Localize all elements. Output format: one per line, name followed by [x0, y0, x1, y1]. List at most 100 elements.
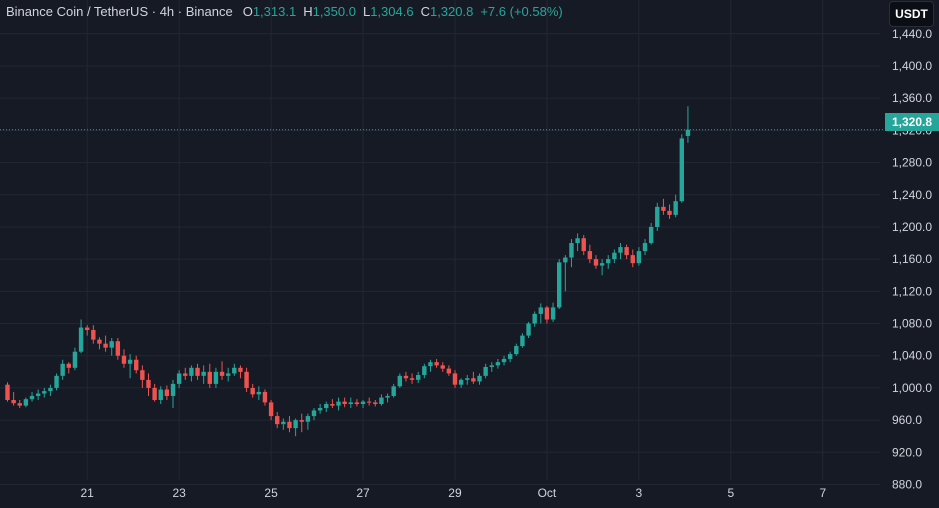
candle-body	[170, 383, 176, 396]
candle-body	[581, 238, 586, 252]
close-value: 1,320.8	[429, 4, 474, 19]
y-tick-label: 1,240.0	[892, 188, 932, 202]
y-tick-label: 920.0	[892, 445, 922, 459]
candle-body	[140, 370, 145, 380]
interval-label[interactable]: 4h	[159, 4, 175, 19]
candle-body	[385, 395, 390, 398]
candle-body	[428, 362, 433, 367]
candle-body	[471, 378, 476, 382]
candle-body	[673, 201, 678, 215]
x-tick-label: 21	[81, 486, 95, 500]
x-tick-label: 23	[172, 486, 186, 500]
candle-body	[477, 375, 482, 382]
candle-body	[281, 421, 286, 425]
candle-body	[11, 399, 16, 404]
candle-body	[219, 371, 225, 376]
candle-body	[275, 416, 280, 425]
close-label: C	[420, 4, 430, 19]
low-label: L	[362, 4, 371, 19]
candle-body	[452, 373, 458, 385]
candle-body	[42, 391, 47, 394]
candle-body	[501, 358, 507, 363]
candle-body	[526, 323, 531, 336]
candle-body	[483, 366, 488, 376]
symbol-legend: Binance Coin / TetherUS · 4h · Binance O…	[6, 4, 563, 19]
candle-body	[176, 373, 182, 384]
candle-body	[514, 346, 519, 355]
exchange-label: Binance	[185, 4, 233, 19]
candle-body	[618, 247, 623, 253]
candle-body	[416, 375, 421, 380]
candle-body	[434, 362, 439, 366]
candle-body	[207, 371, 212, 384]
y-tick-label: 1,080.0	[892, 317, 932, 331]
high-label: H	[303, 4, 313, 19]
candle-body	[17, 403, 22, 406]
candle-body	[379, 397, 384, 405]
candle-body	[268, 402, 274, 417]
candle-body	[612, 252, 617, 260]
candle-body	[587, 251, 593, 260]
candle-body	[360, 401, 366, 405]
candle-body	[557, 262, 562, 308]
candle-body	[48, 387, 53, 392]
x-tick-label: 5	[727, 486, 734, 500]
candle-body	[636, 251, 642, 264]
candle-body	[91, 329, 96, 340]
candle-body	[299, 420, 304, 422]
change-value: +7.6 (+0.58%)	[480, 4, 563, 19]
y-tick-label: 1,120.0	[892, 284, 932, 298]
candle-body	[262, 391, 268, 403]
candle-body	[624, 247, 629, 256]
x-tick-label: 27	[356, 486, 370, 500]
candle-body	[550, 307, 556, 320]
candle-body	[489, 365, 494, 367]
symbol-name[interactable]: Binance Coin / TetherUS	[6, 4, 149, 19]
y-tick-label: 1,400.0	[892, 59, 932, 73]
candle-body	[532, 313, 537, 324]
candle-body	[348, 402, 353, 405]
candle-body	[440, 365, 445, 369]
candle-body	[109, 341, 114, 348]
candle-body	[317, 408, 323, 411]
candle-body	[685, 129, 691, 136]
candle-body	[373, 402, 378, 405]
candle-body	[244, 371, 249, 388]
candle-body	[225, 373, 231, 376]
candle-body	[342, 401, 347, 405]
candle-body	[311, 410, 317, 417]
candle-body	[465, 378, 470, 380]
y-tick-label: 1,440.0	[892, 27, 932, 41]
last-price-badge: 1,320.8	[885, 113, 939, 131]
candle-body	[127, 359, 133, 364]
candle-body	[495, 362, 501, 366]
y-tick-label: 1,200.0	[892, 220, 932, 234]
y-tick-label: 880.0	[892, 477, 922, 491]
candle-body	[391, 386, 396, 396]
candle-body	[232, 367, 237, 374]
candle-body	[409, 378, 415, 380]
candle-body	[648, 226, 654, 244]
candle-body	[593, 259, 599, 266]
candle-body	[538, 307, 544, 314]
candle-body	[35, 393, 41, 396]
candle-body	[146, 379, 151, 388]
candle-body	[606, 259, 611, 264]
candle-body	[134, 359, 139, 371]
candle-body	[544, 307, 550, 320]
candle-body	[324, 404, 329, 409]
candle-body	[293, 420, 298, 429]
candle-body	[158, 389, 163, 400]
candle-body	[630, 255, 635, 264]
candle-body	[97, 339, 102, 344]
x-tick-label: 3	[636, 486, 643, 500]
y-tick-label: 1,160.0	[892, 252, 932, 266]
candle-body	[354, 402, 360, 405]
currency-unit-button[interactable]: USDT	[889, 1, 934, 27]
candle-body	[189, 367, 194, 376]
x-tick-label: 7	[819, 486, 826, 500]
candle-body	[569, 243, 574, 258]
candle-body	[183, 373, 188, 376]
